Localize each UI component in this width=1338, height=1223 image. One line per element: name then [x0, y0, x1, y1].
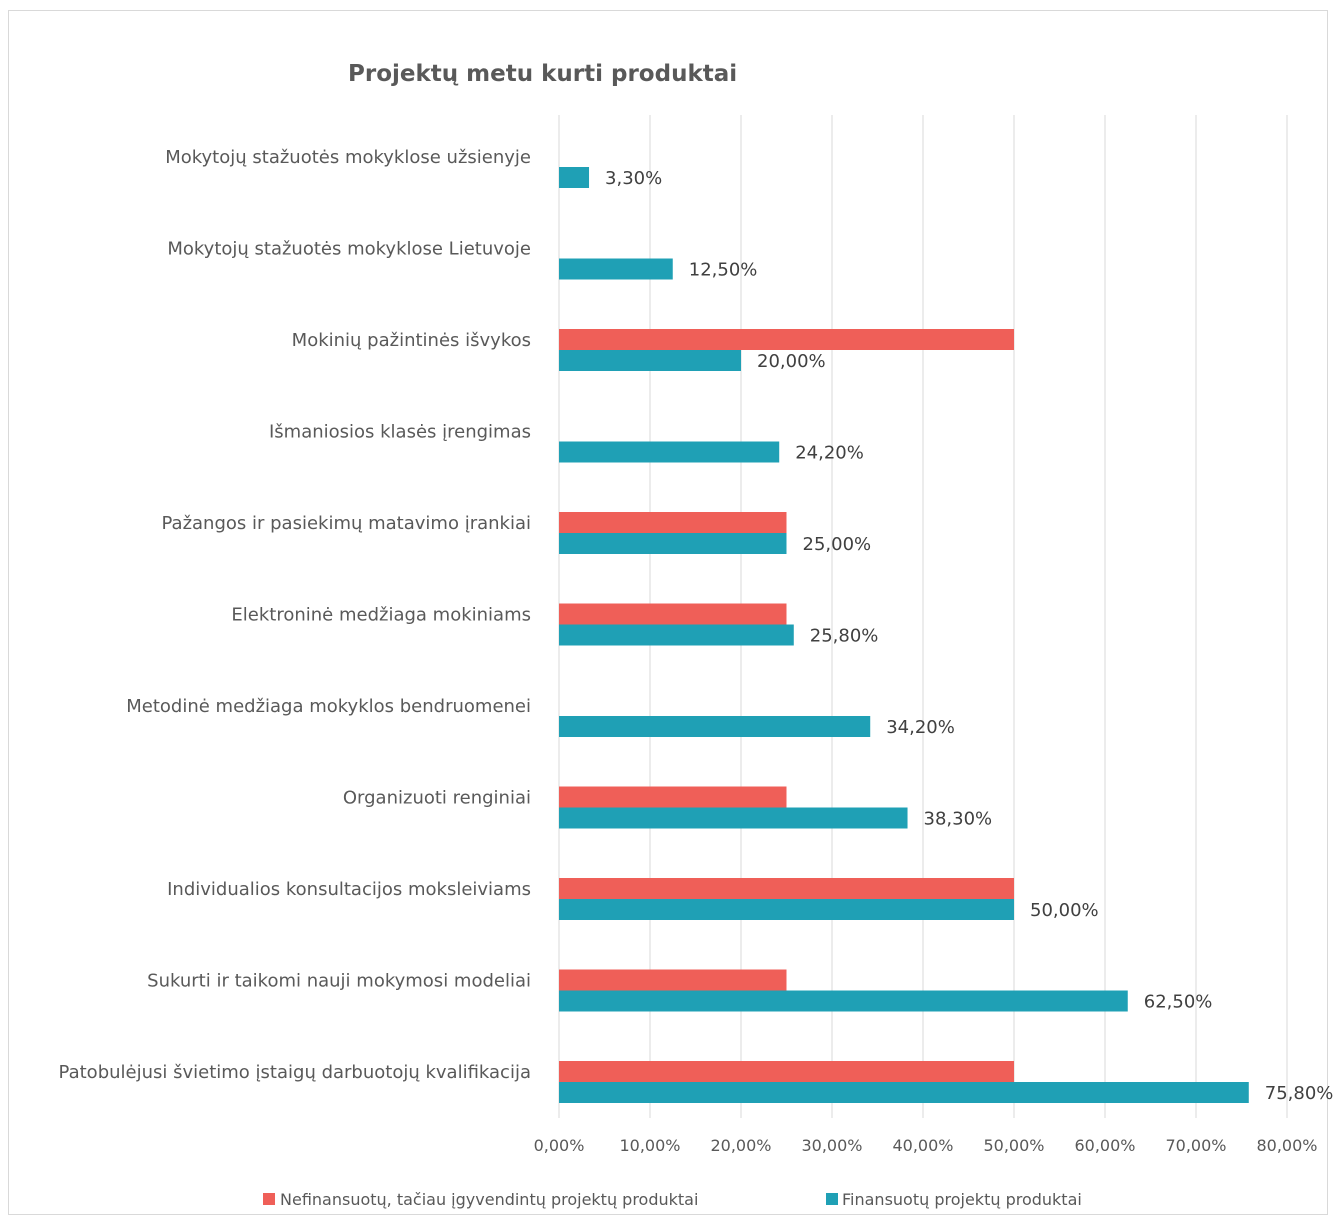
category-label: Elektroninė medžiaga mokiniams	[231, 605, 531, 626]
category-label: Išmaniosios klasės įrengimas	[269, 422, 531, 443]
data-label: 3,30%	[605, 168, 662, 189]
x-tick-label: 30,00%	[801, 1136, 862, 1155]
chart-title: Projektų metu kurti produktai	[348, 61, 737, 87]
data-label: 38,30%	[924, 809, 993, 830]
bar-finansuotu	[559, 167, 590, 188]
category-label: Individualios konsultacijos moksleiviams	[167, 879, 531, 900]
data-label: 34,20%	[886, 717, 955, 738]
x-tick-label: 60,00%	[1074, 1136, 1135, 1155]
bar-nefinansuotu	[559, 1061, 1014, 1082]
bar-nefinansuotu	[559, 329, 1014, 350]
category-label: Organizuoti renginiai	[343, 788, 531, 809]
legend-label: Nefinansuotų, tačiau įgyvendintų projekt…	[280, 1190, 698, 1209]
category-label: Sukurti ir taikomi nauji mokymosi modeli…	[147, 971, 531, 992]
data-label: 25,00%	[803, 534, 872, 555]
legend-swatch	[826, 1193, 838, 1205]
category-label: Mokinių pažintinės išvykos	[292, 330, 531, 351]
bar-finansuotu	[559, 441, 780, 463]
category-label: Patobulėjusi švietimo įstaigų darbuotojų…	[59, 1062, 531, 1083]
x-tick-label: 80,00%	[1256, 1136, 1317, 1155]
x-tick-label: 0,00%	[534, 1136, 585, 1155]
data-label: 75,80%	[1265, 1083, 1334, 1104]
legend-label: Finansuotų projektų produktai	[842, 1190, 1082, 1209]
x-tick-label: 40,00%	[892, 1136, 953, 1155]
x-tick-label: 70,00%	[1165, 1136, 1226, 1155]
bar-nefinansuotu	[559, 603, 787, 625]
x-tick-label: 10,00%	[619, 1136, 680, 1155]
bar-finansuotu	[559, 990, 1128, 1012]
bar-nefinansuotu	[559, 969, 787, 991]
legend-swatch	[263, 1193, 275, 1205]
bar-nefinansuotu	[559, 786, 787, 808]
data-label: 20,00%	[757, 351, 826, 372]
category-label: Metodinė medžiaga mokyklos bendruomenei	[126, 696, 531, 717]
bar-nefinansuotu	[559, 512, 787, 533]
bar-finansuotu	[559, 350, 741, 371]
bar-finansuotu	[559, 533, 787, 554]
category-label: Pažangos ir pasiekimų matavimo įrankiai	[162, 513, 532, 534]
data-label: 24,20%	[795, 443, 864, 464]
data-label: 12,50%	[689, 260, 758, 281]
x-tick-label: 50,00%	[983, 1136, 1044, 1155]
labels: 0,00% 10,00% 20,00% 30,00% 40,00% 50,00% 60,00…	[59, 147, 1334, 1155]
bar-finansuotu	[559, 1082, 1249, 1103]
legend: Nefinansuotų, tačiau įgyvendintų projekt…	[263, 1190, 1082, 1209]
bar-finansuotu	[559, 258, 673, 280]
bar-finansuotu	[559, 899, 1014, 920]
bar-nefinansuotu	[559, 878, 1014, 899]
category-label: Mokytojų stažuotės mokyklose užsienyje	[165, 147, 531, 168]
bars	[559, 167, 1249, 1103]
data-label: 50,00%	[1030, 900, 1099, 921]
bar-finansuotu	[559, 624, 794, 646]
bar-finansuotu	[559, 807, 908, 829]
data-label: 62,50%	[1144, 992, 1213, 1013]
bar-finansuotu	[559, 716, 871, 737]
x-tick-label: 20,00%	[710, 1136, 771, 1155]
category-label: Mokytojų stažuotės mokyklose Lietuvoje	[167, 239, 531, 260]
data-label: 25,80%	[810, 626, 879, 647]
